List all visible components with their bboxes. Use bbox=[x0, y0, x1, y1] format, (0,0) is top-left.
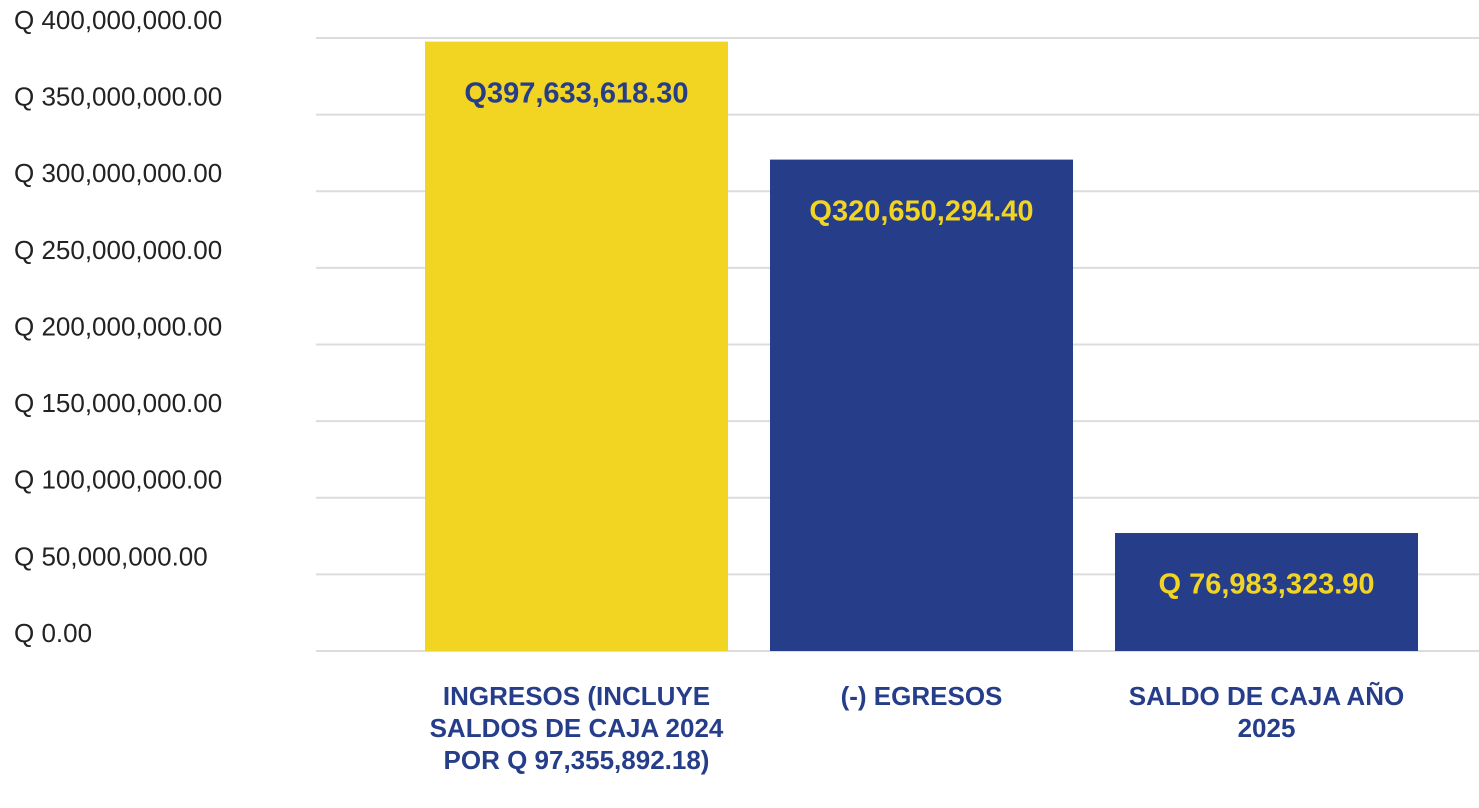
bar bbox=[1115, 533, 1418, 651]
value-label: Q 76,983,323.90 bbox=[1158, 569, 1374, 601]
y-tick-label: Q 300,000,000.00 bbox=[14, 158, 222, 188]
y-tick-label: Q 250,000,000.00 bbox=[14, 235, 222, 265]
y-tick-label: Q 350,000,000.00 bbox=[14, 82, 222, 112]
bar bbox=[425, 41, 728, 652]
y-tick-label: Q 100,000,000.00 bbox=[14, 465, 222, 495]
x-tick-label: SALDO DE CAJA AÑO 2025 bbox=[1128, 681, 1405, 743]
value-label: Q397,633,618.30 bbox=[464, 77, 688, 109]
y-tick-label: Q 150,000,000.00 bbox=[14, 388, 222, 418]
y-tick-label: Q 0.00 bbox=[14, 618, 92, 648]
value-label: Q320,650,294.40 bbox=[809, 195, 1033, 227]
x-tick-label: INGRESOS (INCLUYE SALDOS DE CAJA 2024 PO… bbox=[429, 681, 724, 775]
y-tick-label: Q 50,000,000.00 bbox=[14, 541, 208, 571]
y-tick-label: Q 400,000,000.00 bbox=[14, 5, 222, 35]
y-tick-label: Q 200,000,000.00 bbox=[14, 311, 222, 341]
bar bbox=[770, 159, 1073, 651]
x-tick-label: (-) EGRESOS bbox=[840, 681, 1003, 711]
